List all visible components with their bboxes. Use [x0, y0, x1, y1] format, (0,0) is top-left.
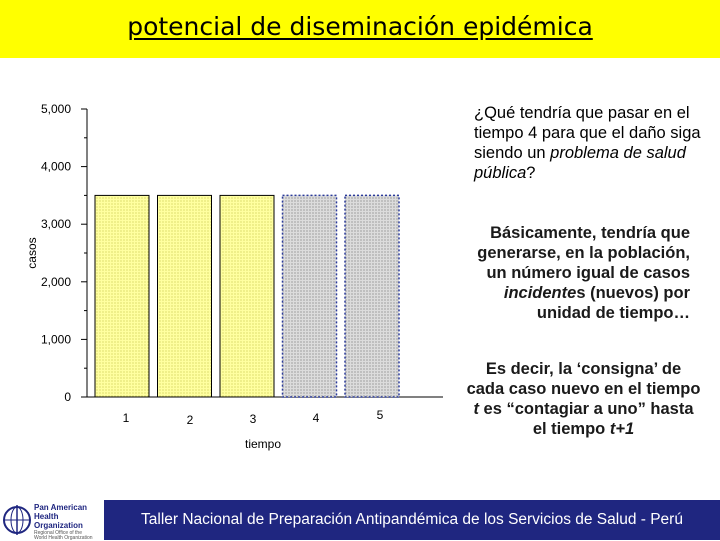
x-tick-label: 2	[187, 413, 194, 427]
question-text: ¿Qué tendría que pasar en el tiempo 4 pa…	[474, 103, 709, 183]
y-axis-label: casos	[25, 237, 39, 268]
x-axis-label: tiempo	[245, 437, 281, 451]
footer-text: Taller Nacional de Preparación Antipandé…	[104, 500, 720, 540]
slide-title: potencial de diseminación epidémica	[127, 12, 593, 41]
logo-sub-1: Regional Office of the	[34, 530, 82, 536]
answer-text-2: s (nuevos) por unidad de tiempo…	[536, 284, 690, 322]
logo-line-1: Pan American	[34, 503, 88, 512]
x-tick-label: 3	[250, 412, 257, 426]
y-tick-label: 2,000	[41, 275, 71, 289]
explanation-text-t: t	[473, 400, 479, 418]
y-tick-label: 4,000	[41, 160, 71, 174]
explanation-text-1: Es decir, la ‘consigna’ de cada caso nue…	[466, 360, 701, 398]
y-tick-label: 1,000	[41, 332, 71, 346]
globe-icon	[3, 505, 31, 535]
bar-chart: 0 1,000 2,000 3,000 4,000 5,000 casos 1 2 3 4 5 tiem…	[25, 102, 443, 451]
logo-line-2: Health	[34, 512, 59, 521]
logo-sub-2: World Health Organization	[34, 535, 93, 541]
paho-logo: Pan American Health Organization Regiona…	[0, 500, 104, 541]
x-tick-label: 4	[313, 411, 320, 425]
explanation-text: Es decir, la ‘consigna’ de cada caso nue…	[466, 359, 701, 439]
x-tick-label: 1	[123, 411, 130, 425]
projected-bar	[344, 194, 400, 398]
question-text-1: ¿Qué tendría que pasar en el tiempo 4 pa…	[474, 104, 701, 162]
logo-line-3: Organization	[34, 521, 83, 530]
question-text-2: ?	[526, 164, 536, 182]
answer-text-emphasis: incidente	[503, 284, 577, 302]
question-text-emphasis: problema de salud pública	[474, 144, 686, 182]
footer: Pan American Health Organization Regiona…	[0, 500, 720, 541]
x-tick-label: 5	[377, 408, 384, 422]
bar	[157, 194, 212, 398]
bar	[94, 194, 150, 398]
y-tick-label: 3,000	[41, 217, 71, 231]
answer-text-1: Básicamente, tendría que generarse, en l…	[477, 224, 690, 282]
y-tick-label: 5,000	[41, 102, 71, 116]
bar	[219, 194, 275, 398]
explanation-text-t1: t+1	[609, 420, 635, 438]
y-tick-label: 0	[64, 390, 71, 404]
answer-text: Básicamente, tendría que generarse, en l…	[455, 223, 690, 323]
explanation-text-2: es “contagiar a uno” hasta el tiempo	[478, 400, 694, 438]
projected-bar	[281, 194, 338, 398]
title-bar	[0, 0, 720, 58]
